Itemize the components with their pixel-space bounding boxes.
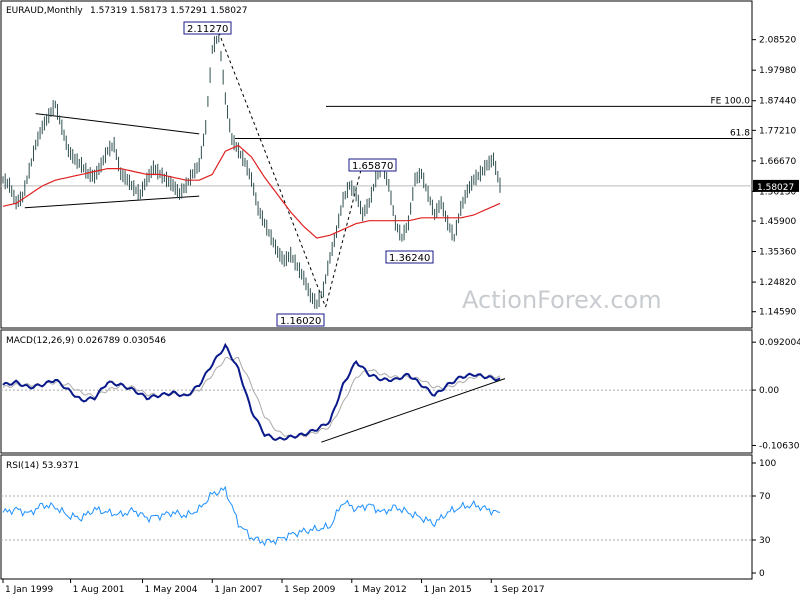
macd-trendline [321, 378, 506, 443]
x-tick-label: 1 Jan 2015 [424, 585, 472, 595]
price-y-tick-label: 2.08520 [759, 36, 796, 46]
price-y-tick-label: 1.87440 [759, 97, 796, 107]
price-annotation-box [348, 158, 397, 172]
projection-line-b [325, 163, 364, 308]
x-tick-label: 1 May 2012 [354, 585, 407, 595]
macd-main-line [2, 342, 501, 441]
price-y-tick-label: 1.66670 [759, 157, 796, 167]
x-tick-label: 1 May 2004 [145, 585, 198, 595]
price-level-label: 61.8 [730, 128, 750, 138]
macd-y-tick-label: 0.092004 [759, 338, 800, 348]
rsi-y-tick-label: 30 [759, 536, 771, 546]
rsi-title: RSI(14) 53.9371 [6, 461, 79, 471]
price-annotation-box [385, 250, 434, 264]
price-annotation-label: 2.11270 [187, 24, 228, 35]
price-y-tick-label: 1.14590 [759, 308, 796, 318]
x-tick-label: 1 Jan 2007 [214, 585, 262, 595]
current-price-badge [753, 179, 799, 192]
price-y-tick-label: 1.97980 [759, 66, 796, 76]
current-price-label: 1.58027 [757, 183, 794, 193]
rsi-y-tick-label: 70 [759, 492, 771, 502]
macd-y-tick-label: 0.00 [759, 386, 779, 396]
triangle-upper-line [35, 113, 200, 135]
price-annotation-box [183, 21, 232, 35]
price-annotation-box [276, 313, 325, 327]
price-y-tick-label: 1.35360 [759, 248, 796, 258]
price-annotation-label: 1.36240 [389, 253, 430, 264]
price-y-tick-label: 1.24820 [759, 278, 796, 288]
x-tick-label: 1 Sep 2017 [493, 585, 544, 595]
price-annotation-label: 1.16020 [280, 316, 321, 327]
price-y-tick-label: 1.45900 [759, 217, 796, 227]
rsi-y-tick-label: 100 [759, 459, 776, 469]
chart-header-symbol: EURAUD,Monthly [6, 6, 83, 16]
macd-y-tick-label: -0.106308 [759, 441, 800, 451]
triangle-lower-line [24, 195, 200, 209]
rsi-y-tick-label: 0 [759, 569, 765, 579]
price-level-label: FE 100.0 [711, 96, 751, 106]
price-y-tick-label: 1.56130 [759, 187, 796, 197]
price-annotation-label: 1.65870 [352, 161, 393, 172]
moving-average-line [2, 144, 501, 239]
projection-line-a [218, 32, 327, 308]
x-tick-label: 1 Jan 1999 [5, 585, 53, 595]
x-tick-label: 1 Sep 2009 [284, 585, 336, 595]
price-y-tick-label: 1.77210 [759, 126, 796, 136]
x-tick-label: 1 Aug 2001 [73, 585, 125, 595]
chart-header-ohlc: 1.57319 1.58173 1.57291 1.58027 [90, 6, 247, 16]
rsi-panel [0, 454, 753, 580]
watermark: ActionForex.com [462, 286, 662, 314]
rsi-line [2, 485, 501, 547]
macd-panel [0, 329, 753, 454]
macd-title: MACD(12,26,9) 0.026789 0.030546 [6, 336, 166, 346]
macd-signal-line [2, 356, 501, 439]
